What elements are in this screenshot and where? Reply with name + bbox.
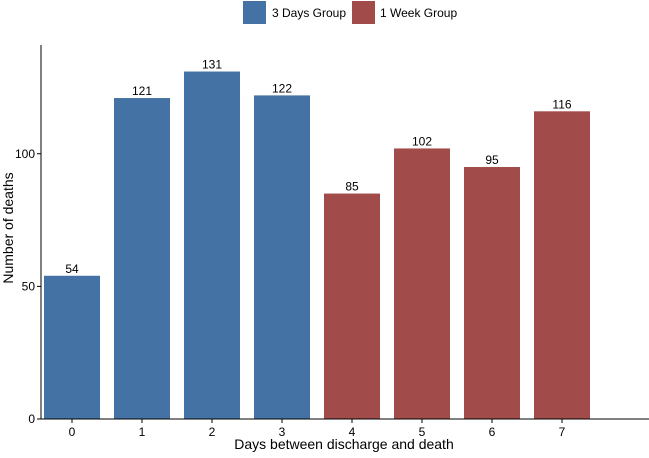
bar-4 <box>324 193 380 419</box>
bar-5 <box>394 148 450 419</box>
bar-value-label-4: 85 <box>345 180 359 194</box>
x-tick-label-1: 1 <box>139 425 146 439</box>
bars-layer <box>44 71 590 420</box>
x-tick-label-0: 0 <box>69 425 76 439</box>
legend: 3 Days Group 1 Week Group <box>243 1 457 24</box>
axes-layer: 0 50 100 0 1 2 3 4 5 6 7 <box>15 45 649 439</box>
bar-labels-layer: 54 121 131 122 85 102 95 116 <box>65 58 572 276</box>
y-axis-title: Number of deaths <box>0 172 16 283</box>
x-axis-title: Days between discharge and death <box>234 436 453 452</box>
bar-6 <box>464 167 520 419</box>
y-tick-label-0: 0 <box>28 412 35 426</box>
bar-7 <box>534 111 590 419</box>
y-tick-label-100: 100 <box>15 147 35 161</box>
x-tick-label-6: 6 <box>489 425 496 439</box>
bar-value-label-1: 121 <box>132 84 152 98</box>
bar-value-label-6: 95 <box>485 153 499 167</box>
bar-2 <box>184 71 240 419</box>
legend-swatch-1-week <box>352 1 375 24</box>
bar-value-label-5: 102 <box>412 134 432 148</box>
x-tick-label-7: 7 <box>559 425 566 439</box>
bar-1 <box>114 98 170 419</box>
x-tick-label-4: 4 <box>349 425 356 439</box>
legend-label-3-days: 3 Days Group <box>272 6 346 20</box>
x-tick-label-3: 3 <box>279 425 286 439</box>
x-tick-label-2: 2 <box>209 425 216 439</box>
bar-value-label-3: 122 <box>272 81 292 95</box>
bar-0 <box>44 275 100 419</box>
legend-label-1-week: 1 Week Group <box>380 6 457 20</box>
bar-value-label-2: 131 <box>202 58 222 72</box>
y-tick-label-50: 50 <box>22 279 36 293</box>
x-tick-label-5: 5 <box>419 425 426 439</box>
bar-value-label-7: 116 <box>552 97 571 111</box>
bar-value-label-0: 54 <box>65 262 79 276</box>
bar-3 <box>254 95 310 420</box>
legend-swatch-3-days <box>243 1 266 24</box>
